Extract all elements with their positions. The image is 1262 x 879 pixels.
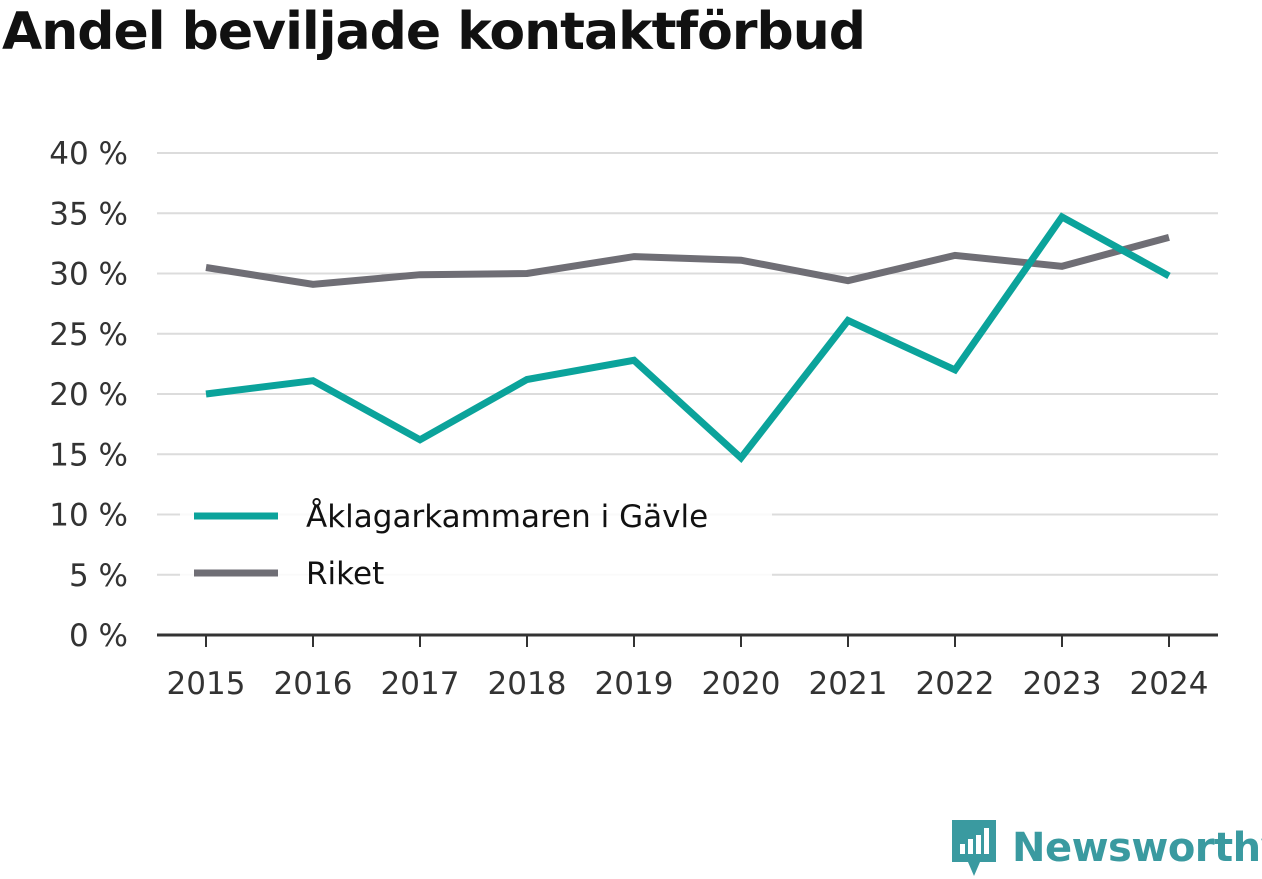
x-tick-label: 2018 <box>488 666 567 702</box>
y-tick-label: 25 % <box>49 317 128 353</box>
y-tick-label: 35 % <box>49 196 128 232</box>
y-tick-label: 15 % <box>49 437 128 473</box>
series-line-1 <box>205 234 1170 288</box>
y-axis: 0 % 5 % 10 % 15 % 20 % 25 % 30 % 35 % 40 % <box>49 136 128 654</box>
x-tick-label: 2019 <box>595 666 674 702</box>
x-tick-label: 2020 <box>702 666 781 702</box>
y-tick-label: 5 % <box>69 558 128 594</box>
brand-name: Newsworthy <box>1012 825 1262 871</box>
legend-background <box>180 487 772 602</box>
y-tick-label: 20 % <box>49 377 128 413</box>
x-axis: 2015 2016 2017 2018 2019 2020 2021 2022 2023 2024 <box>157 633 1218 702</box>
x-tick-label: 2024 <box>1130 666 1209 702</box>
x-tick-label: 2016 <box>274 666 353 702</box>
legend: Åklagarkammaren i Gävle Riket <box>180 487 772 602</box>
y-tick-label: 10 % <box>49 498 128 534</box>
newsworthy-logo-icon <box>952 820 996 876</box>
y-tick-label: 0 % <box>69 618 128 654</box>
series-lines <box>205 212 1171 464</box>
legend-label: Riket <box>306 556 384 592</box>
newsworthy-brand: Newsworthy <box>950 818 1262 878</box>
legend-label: Åklagarkammaren i Gävle <box>306 499 708 535</box>
series-line-0 <box>205 212 1171 464</box>
chart-title: Andel beviljade kontaktförbud <box>2 2 866 62</box>
x-tick-label: 2017 <box>381 666 460 702</box>
x-tick-label: 2021 <box>809 666 888 702</box>
y-tick-label: 30 % <box>49 257 128 293</box>
y-tick-label: 40 % <box>49 136 128 172</box>
x-tick-label: 2022 <box>916 666 995 702</box>
x-tick-label: 2023 <box>1023 666 1102 702</box>
x-tick-label: 2015 <box>167 666 246 702</box>
